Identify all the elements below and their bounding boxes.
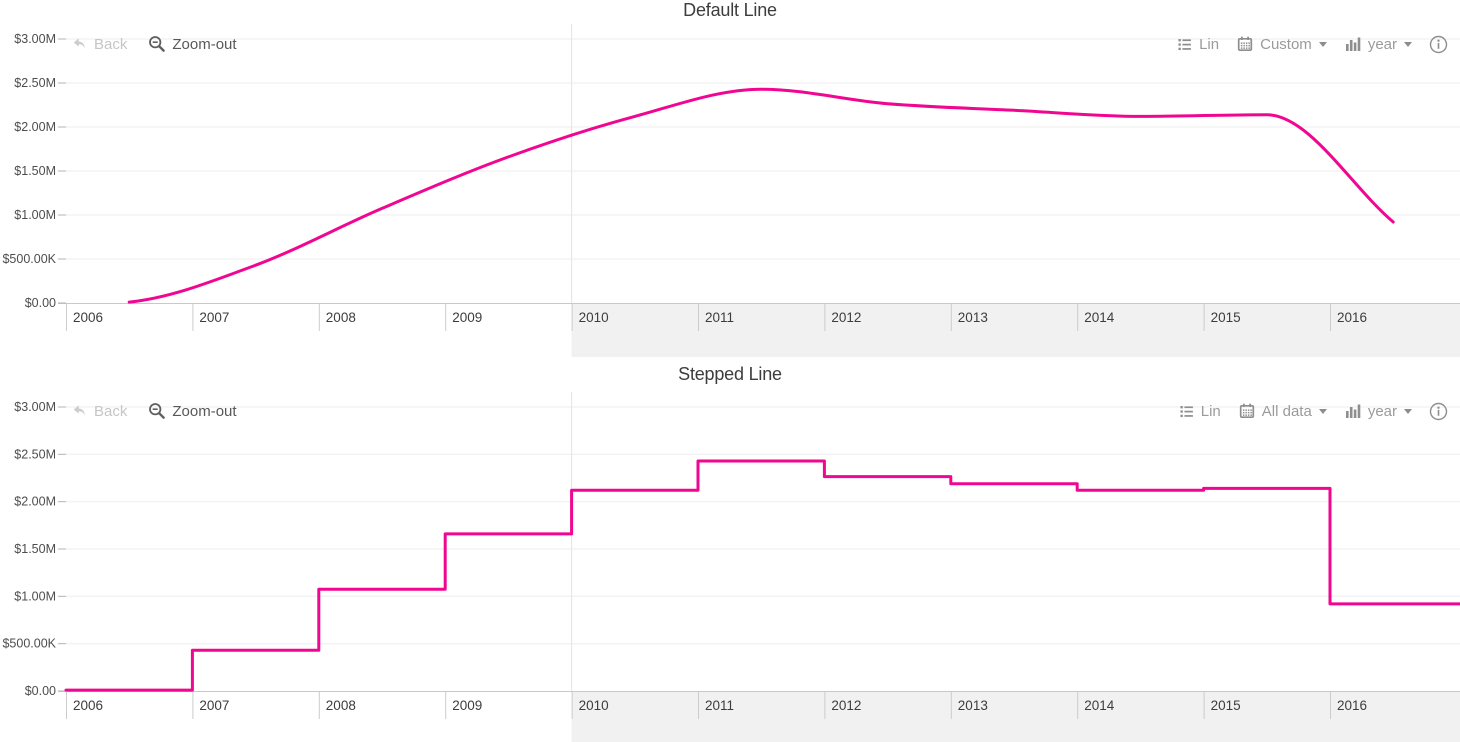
chart-toolbar-left: Back Zoom-out: [70, 399, 237, 423]
x-axis-label: 2012: [831, 310, 861, 325]
x-axis-label: 2013: [958, 698, 988, 713]
time-range-label: All data: [1261, 402, 1312, 420]
x-axis-label: 2007: [199, 698, 229, 713]
x-axis-label: 2011: [705, 698, 734, 713]
chart-default-line: $0.00 $500.00K $1.00M $1.50M $2.00M $2.50M $3.…: [0, 0, 1460, 358]
y-axis-label: $500.00K: [2, 252, 56, 266]
scale-mode-label: Lin: [1199, 35, 1220, 53]
back-arrow-icon: [73, 405, 85, 416]
time-unit-dropdown[interactable]: year: [1344, 402, 1412, 420]
back-button[interactable]: Back: [70, 402, 127, 420]
scale-mode-label: Lin: [1200, 402, 1221, 420]
x-axis-label: 2016: [1337, 698, 1367, 713]
chart-toolbar-right: Lin All data: [1178, 399, 1448, 423]
bar-chart-icon: [1345, 404, 1361, 418]
data-line: [127, 87, 1395, 304]
magnifier-minus-icon: [149, 36, 166, 52]
chevron-down-icon: [1404, 41, 1412, 47]
time-unit-label: year: [1367, 35, 1397, 53]
info-icon: [1429, 35, 1448, 53]
y-axis-label: $3.00M: [14, 400, 56, 414]
zoom-out-button[interactable]: Zoom-out: [148, 35, 237, 53]
x-axis-label: 2016: [1337, 310, 1367, 325]
x-axis-label: 2014: [1084, 310, 1115, 325]
y-axis-label: $1.50M: [14, 542, 56, 556]
x-axis-label: 2015: [1211, 310, 1241, 325]
chevron-down-icon: [1404, 408, 1412, 414]
chart-title: Stepped Line: [678, 364, 782, 384]
info-icon: [1429, 402, 1448, 420]
chart-toolbar-right: Lin Custom: [1176, 32, 1448, 56]
x-axis-label: 2008: [326, 310, 356, 325]
time-range-dropdown[interactable]: All data: [1238, 402, 1327, 420]
list-icon: [1178, 38, 1192, 50]
y-axis-label: $2.50M: [14, 76, 56, 90]
info-button[interactable]: [1429, 35, 1448, 54]
plot-area-default-line[interactable]: $0.00 $500.00K $1.00M $1.50M $2.00M $2.50M $3.…: [0, 0, 1460, 358]
x-axis-label: 2012: [831, 698, 861, 713]
time-range-dropdown[interactable]: Custom: [1236, 35, 1327, 53]
back-button[interactable]: Back: [70, 35, 127, 53]
x-axis-label: 2008: [326, 698, 356, 713]
scale-mode-button[interactable]: Lin: [1178, 403, 1221, 420]
data-line: [64, 459, 1460, 692]
y-axis-label: $500.00K: [2, 637, 56, 651]
back-arrow-icon: [73, 38, 85, 49]
time-unit-dropdown[interactable]: year: [1344, 35, 1412, 53]
info-button[interactable]: [1429, 402, 1448, 421]
magnifier-minus-icon: [149, 403, 166, 419]
y-axis-label: $2.50M: [14, 447, 56, 461]
zoom-out-label: Zoom-out: [172, 35, 237, 53]
chart-title: Default Line: [683, 0, 777, 20]
list-icon: [1180, 405, 1193, 417]
y-axis-label: $1.00M: [14, 208, 56, 222]
selected-range-band: [571, 304, 1460, 357]
x-axis-label: 2010: [579, 310, 609, 325]
chevron-down-icon: [1318, 41, 1327, 47]
x-axis-label: 2009: [452, 310, 482, 325]
back-label: Back: [94, 402, 128, 420]
x-axis-label: 2006: [73, 698, 103, 713]
x-axis-label: 2013: [958, 310, 988, 325]
back-label: Back: [94, 35, 128, 53]
chevron-down-icon: [1318, 408, 1327, 414]
x-axis-label: 2007: [199, 310, 229, 325]
x-axis-label: 2011: [705, 310, 734, 325]
x-axis-label: 2010: [579, 698, 609, 713]
y-axis-label: $0.00: [25, 296, 56, 310]
time-unit-label: year: [1367, 402, 1397, 420]
y-axis-label: $0.00: [25, 684, 56, 698]
zoom-out-label: Zoom-out: [172, 402, 237, 420]
y-axis-label: $2.00M: [14, 495, 56, 509]
chart-stepped-line: $0.00 $500.00K $1.00M $1.50M $2.00M $2.50M $3.…: [0, 358, 1460, 742]
time-range-label: Custom: [1260, 35, 1312, 53]
calendar-icon: [1239, 403, 1254, 419]
x-axis-label: 2006: [73, 310, 103, 325]
y-axis-label: $1.50M: [14, 164, 56, 178]
y-axis-label: $1.00M: [14, 589, 56, 603]
y-axis-label: $3.00M: [14, 32, 56, 46]
zoom-out-button[interactable]: Zoom-out: [148, 402, 237, 420]
x-axis-label: 2014: [1084, 698, 1115, 713]
calendar-icon: [1237, 36, 1253, 52]
y-axis-label: $2.00M: [14, 120, 56, 134]
plot-area-stepped-line[interactable]: $0.00 $500.00K $1.00M $1.50M $2.00M $2.50M $3.…: [0, 358, 1460, 742]
chart-toolbar-left: Back Zoom-out: [70, 32, 237, 56]
x-axis-label: 2009: [452, 698, 482, 713]
x-axis-label: 2015: [1211, 698, 1241, 713]
bar-chart-icon: [1345, 37, 1361, 51]
selected-range-band: [571, 692, 1460, 742]
scale-mode-button[interactable]: Lin: [1176, 36, 1219, 53]
